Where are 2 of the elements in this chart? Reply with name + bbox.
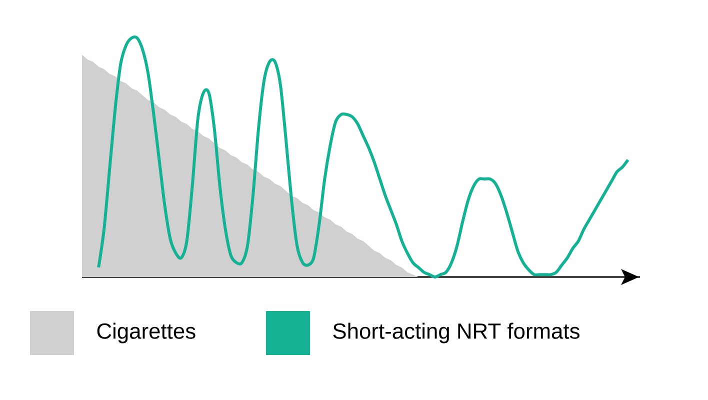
- legend-label: Short-acting NRT formats: [333, 322, 580, 344]
- legend-label: Cigarettes: [97, 322, 196, 344]
